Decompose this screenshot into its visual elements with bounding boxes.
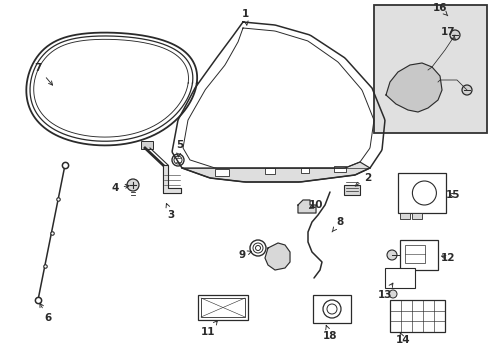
Text: 2: 2: [354, 173, 371, 186]
Bar: [141, 141, 153, 149]
Bar: [333, 166, 346, 172]
Text: 15: 15: [445, 190, 459, 200]
Bar: [411, 213, 421, 219]
Text: 4: 4: [111, 183, 129, 193]
Text: 11: 11: [201, 321, 217, 337]
Circle shape: [388, 290, 396, 298]
Bar: [343, 185, 359, 195]
Text: 13: 13: [377, 283, 392, 300]
Circle shape: [449, 30, 459, 40]
Bar: [399, 213, 409, 219]
Text: 8: 8: [331, 217, 343, 232]
Text: 12: 12: [440, 253, 454, 263]
Polygon shape: [264, 243, 289, 270]
Text: 14: 14: [395, 332, 409, 345]
Circle shape: [127, 179, 139, 191]
Bar: [312, 295, 350, 323]
Bar: [215, 168, 228, 175]
Bar: [397, 173, 445, 213]
Polygon shape: [385, 63, 441, 112]
Bar: [389, 300, 444, 332]
Text: 7: 7: [34, 63, 52, 85]
Bar: [198, 295, 247, 320]
Text: 1: 1: [241, 9, 248, 25]
Text: 3: 3: [166, 203, 174, 220]
Bar: [404, 245, 424, 263]
Circle shape: [461, 85, 471, 95]
Bar: [373, 5, 486, 133]
Polygon shape: [297, 200, 315, 213]
Text: 16: 16: [432, 3, 447, 16]
Text: 9: 9: [238, 250, 251, 260]
Bar: [201, 298, 244, 317]
Bar: [399, 240, 437, 270]
Text: 10: 10: [308, 200, 323, 210]
Text: 5: 5: [176, 140, 183, 157]
Circle shape: [386, 250, 396, 260]
Bar: [384, 268, 414, 288]
Bar: [264, 168, 274, 174]
Text: 6: 6: [40, 303, 52, 323]
Polygon shape: [182, 162, 369, 182]
Text: 18: 18: [322, 325, 337, 341]
Bar: [301, 167, 308, 172]
Text: 17: 17: [440, 27, 455, 40]
Polygon shape: [163, 165, 181, 193]
